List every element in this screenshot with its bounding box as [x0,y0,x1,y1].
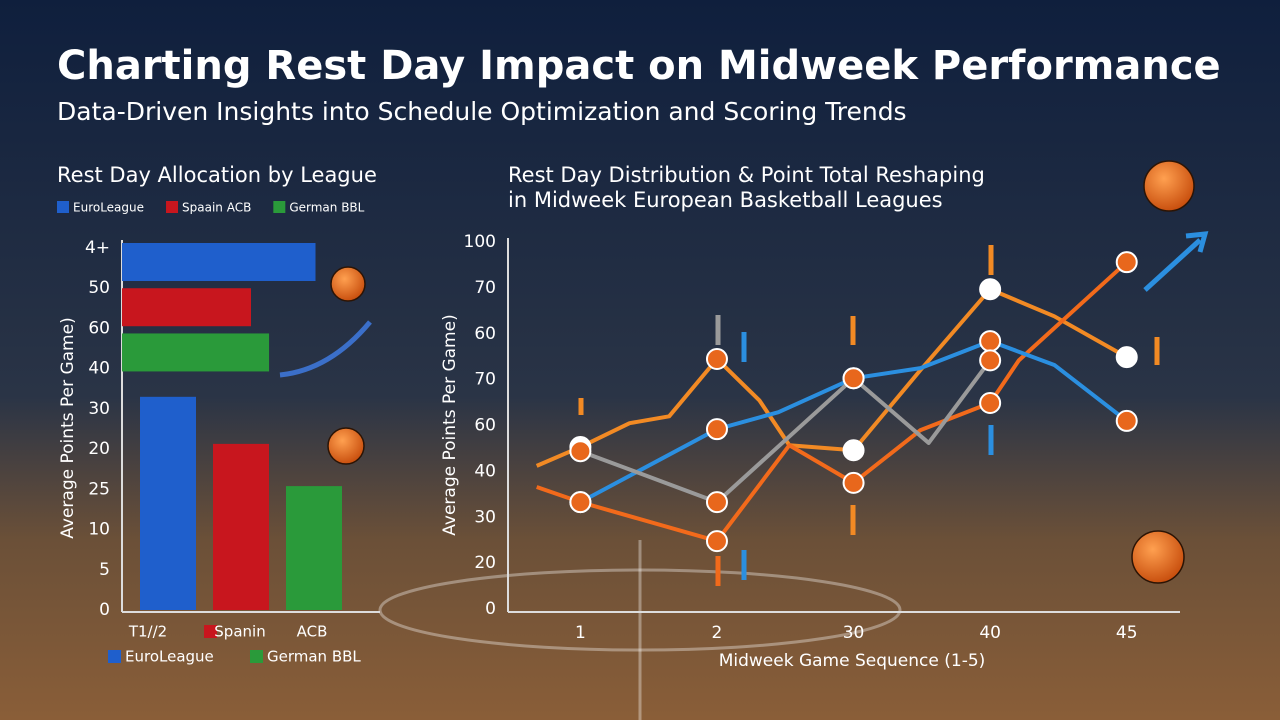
y-category-label: 60 [474,324,496,344]
y-category-label: 10 [88,520,110,540]
legend-swatch [166,201,179,213]
horizontal-bar [122,333,270,372]
y-category-label: 100 [464,232,496,252]
horizontal-bar [122,243,316,281]
vertical-bar [213,443,269,610]
y-category-label: 70 [474,370,496,390]
x-category-label: 40 [979,623,1001,643]
point-marker [979,330,1002,353]
legend-swatch [108,650,121,663]
point-marker [1115,409,1138,432]
y-category-label: 40 [88,359,110,379]
x-category-label: 30 [843,623,865,643]
point-marker [842,367,865,390]
chart-title: Rest Day Allocation by League [57,163,377,187]
x-category-label: 1 [575,623,586,643]
x-tick-label: ACB [297,623,328,641]
page-subtitle: Data-Driven Insights into Schedule Optim… [57,97,907,126]
legend-label: EuroLeague [125,648,214,666]
court-circle [378,568,902,652]
legend-label: EuroLeague [73,201,144,215]
arrows [279,231,1209,586]
point-marker [569,491,592,514]
point-marker [842,439,865,462]
point-marker [979,349,1002,372]
y-category-label: 25 [88,479,110,499]
page-title: Charting Rest Day Impact on Midweek Perf… [57,43,1221,89]
y-category-label: 50 [88,278,110,298]
y-category-label: 4+ [85,238,110,258]
legend-swatch [250,650,263,663]
y-category-label: 0 [99,600,110,620]
y-axis-label: Average Points Per Game) [440,314,460,535]
y-category-label: 30 [474,507,496,527]
point-marker [979,278,1002,301]
line [535,287,1128,468]
point-marker [705,418,728,441]
legend-label: German BBL [289,201,364,215]
point-marker [705,530,728,553]
legend-swatch [57,201,69,213]
y-category-label: 40 [474,461,496,481]
point-marker [1115,346,1138,369]
y-category-label: 60 [474,416,496,436]
y-category-label: 70 [474,278,496,298]
point-marker [979,392,1002,415]
y-category-label: 60 [88,318,110,338]
legend-swatch [204,625,217,638]
chart-title: Rest Day Distribution & Point Total Resh… [508,163,985,187]
point-marker [842,471,865,494]
point-marker [705,491,728,514]
horizontal-bar [122,288,251,327]
x-tick-label: Spanin [214,623,265,641]
point-marker [1115,251,1138,274]
basketballs [327,160,1195,584]
vertical-bar [286,486,342,610]
chart-title: in Midweek European Basketball Leagues [508,188,943,212]
y-category-label: 0 [485,599,496,619]
point-marker [569,440,592,463]
legend-label: German BBL [267,648,361,666]
legend-label: Spaain ACB [182,201,251,215]
point-marker [705,347,728,370]
x-axis-label: Midweek Game Sequence (1-5) [719,651,986,671]
x-category-label: 45 [1116,623,1138,643]
y-axis-label: Average Points Per Game) [58,317,78,538]
vertical-bar [140,396,196,610]
x-tick-label: T1//2 [128,623,167,641]
y-category-label: 5 [99,560,110,580]
x-category-label: 2 [712,623,723,643]
legend-swatch [273,201,286,213]
y-category-label: 20 [474,553,496,573]
y-category-label: 30 [88,399,110,419]
y-category-label: 20 [88,439,110,459]
